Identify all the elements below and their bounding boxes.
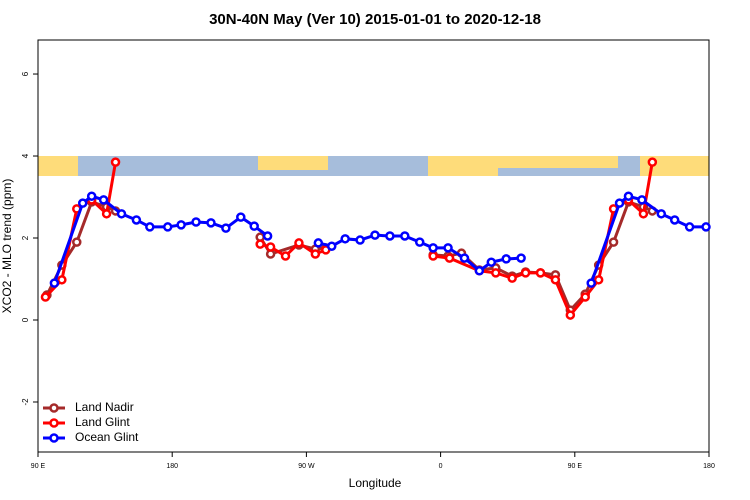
point bbox=[614, 198, 625, 208]
y-tick-label: -2 bbox=[21, 398, 30, 406]
legend-label: Land Nadir bbox=[75, 400, 134, 414]
point bbox=[101, 209, 112, 219]
point bbox=[249, 221, 259, 231]
point bbox=[593, 275, 604, 285]
point bbox=[507, 273, 517, 283]
point bbox=[444, 253, 455, 263]
legend-label: Ocean Glint bbox=[75, 430, 139, 444]
x-tick-label: 180 bbox=[703, 463, 715, 470]
x-tick-label: 90 E bbox=[568, 463, 583, 470]
point bbox=[586, 278, 596, 288]
y-tick-label: 2 bbox=[21, 235, 30, 240]
point bbox=[516, 253, 526, 263]
legend-label: Land Glint bbox=[75, 415, 130, 429]
point bbox=[294, 238, 304, 248]
point bbox=[580, 292, 590, 302]
x-axis-label: Longitude bbox=[349, 476, 402, 490]
point bbox=[400, 231, 410, 241]
point bbox=[145, 222, 155, 232]
point bbox=[77, 198, 88, 208]
point bbox=[191, 217, 201, 227]
point bbox=[310, 249, 321, 259]
y-tick-label: 4 bbox=[21, 153, 30, 158]
point bbox=[49, 278, 60, 288]
point bbox=[535, 268, 546, 278]
y-axis-label: XCO2 - MLO trend (ppm) bbox=[0, 179, 14, 314]
point bbox=[428, 251, 438, 261]
point bbox=[647, 157, 658, 167]
point bbox=[57, 275, 67, 285]
y-tick-label: 6 bbox=[21, 71, 30, 76]
point bbox=[684, 222, 695, 232]
point bbox=[116, 209, 127, 219]
legend-marker bbox=[49, 433, 59, 443]
point bbox=[110, 157, 121, 167]
point bbox=[326, 241, 337, 251]
point bbox=[637, 195, 647, 205]
point bbox=[313, 238, 324, 248]
point bbox=[701, 222, 711, 232]
point bbox=[565, 310, 576, 320]
point bbox=[355, 235, 365, 245]
point bbox=[486, 257, 497, 267]
point bbox=[669, 215, 680, 225]
point bbox=[221, 223, 231, 233]
point bbox=[623, 191, 634, 201]
point bbox=[414, 237, 425, 247]
plot-frame bbox=[37, 39, 710, 453]
x-tick-label: 90 W bbox=[298, 463, 315, 470]
point bbox=[638, 209, 649, 219]
point bbox=[443, 243, 453, 253]
chart-title: 30N-40N May (Ver 10) 2015-01-01 to 2020-… bbox=[209, 11, 541, 28]
point bbox=[370, 230, 380, 240]
point bbox=[86, 191, 97, 201]
point bbox=[131, 215, 142, 225]
point bbox=[385, 231, 395, 241]
point bbox=[474, 266, 485, 276]
x-tick-label: 90 E bbox=[31, 463, 46, 470]
point bbox=[236, 212, 246, 222]
point bbox=[340, 234, 350, 244]
point bbox=[501, 254, 511, 264]
legend-marker bbox=[49, 418, 59, 428]
point bbox=[176, 220, 186, 230]
point bbox=[98, 195, 109, 205]
point bbox=[280, 251, 291, 261]
point bbox=[459, 253, 470, 263]
point bbox=[265, 242, 276, 252]
point bbox=[608, 237, 619, 247]
point bbox=[550, 275, 561, 285]
point bbox=[428, 243, 438, 253]
point bbox=[262, 231, 273, 241]
x-tick-label: 0 bbox=[439, 463, 443, 470]
map-strip bbox=[38, 156, 709, 176]
point bbox=[520, 268, 531, 278]
point bbox=[255, 239, 265, 249]
point bbox=[206, 218, 216, 228]
x-tick-label: 180 bbox=[166, 463, 178, 470]
point bbox=[40, 292, 51, 302]
point bbox=[656, 209, 667, 219]
point bbox=[72, 237, 82, 247]
point bbox=[162, 222, 173, 232]
y-tick-label: 0 bbox=[21, 317, 30, 322]
point bbox=[491, 268, 501, 278]
legend-marker bbox=[49, 403, 59, 413]
